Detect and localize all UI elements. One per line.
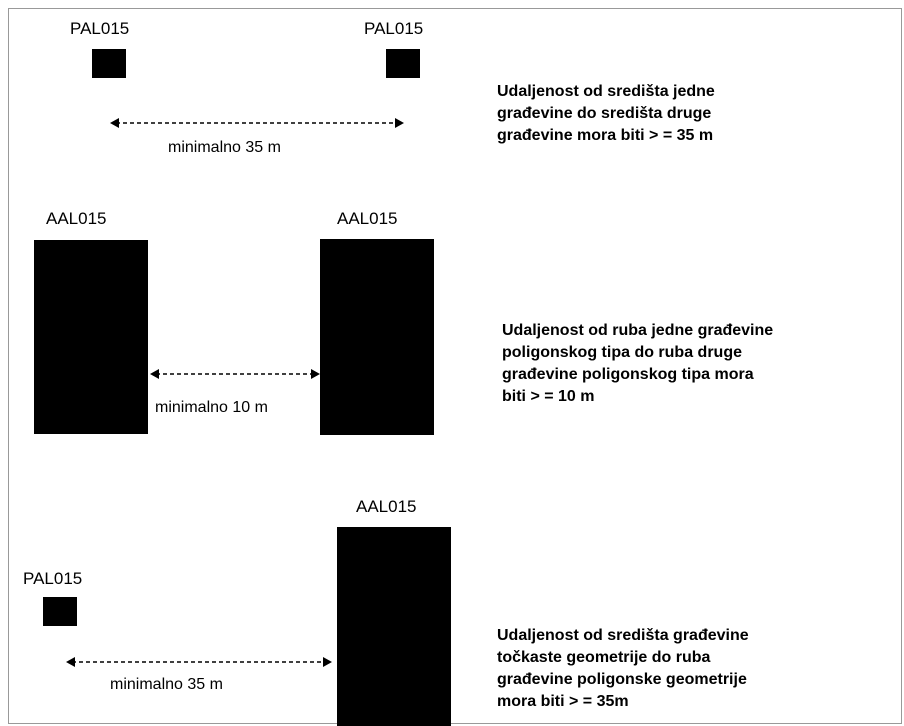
diagram-frame	[8, 8, 902, 724]
point-building-label: PAL015	[23, 569, 83, 588]
polygon-building-right	[320, 239, 434, 435]
polygon-building-label-left: AAL015	[46, 209, 107, 228]
rule-description: Udaljenost od središta jedne građevine d…	[497, 83, 715, 144]
polygon-building	[337, 527, 451, 726]
distance-label: minimalno 35 m	[168, 139, 281, 156]
distance-arrow	[66, 657, 332, 667]
distance-label: minimalno 35 m	[110, 676, 223, 693]
rule-description: Udaljenost od ruba jedne građevine polig…	[502, 322, 774, 405]
polygon-building-label-right: AAL015	[337, 209, 398, 228]
polygon-building-left	[34, 240, 148, 434]
point-building-label-right: PAL015	[364, 19, 424, 38]
distance-arrow	[150, 369, 320, 379]
point-building-left	[92, 49, 126, 78]
polygon-building-label: AAL015	[356, 497, 417, 516]
point-building-right	[386, 49, 420, 78]
distance-label: minimalno 10 m	[155, 399, 268, 416]
point-building-label-left: PAL015	[70, 19, 130, 38]
distance-arrow	[110, 118, 404, 128]
rule-description: Udaljenost od središta građevine točkast…	[497, 627, 749, 710]
point-building	[43, 597, 77, 626]
